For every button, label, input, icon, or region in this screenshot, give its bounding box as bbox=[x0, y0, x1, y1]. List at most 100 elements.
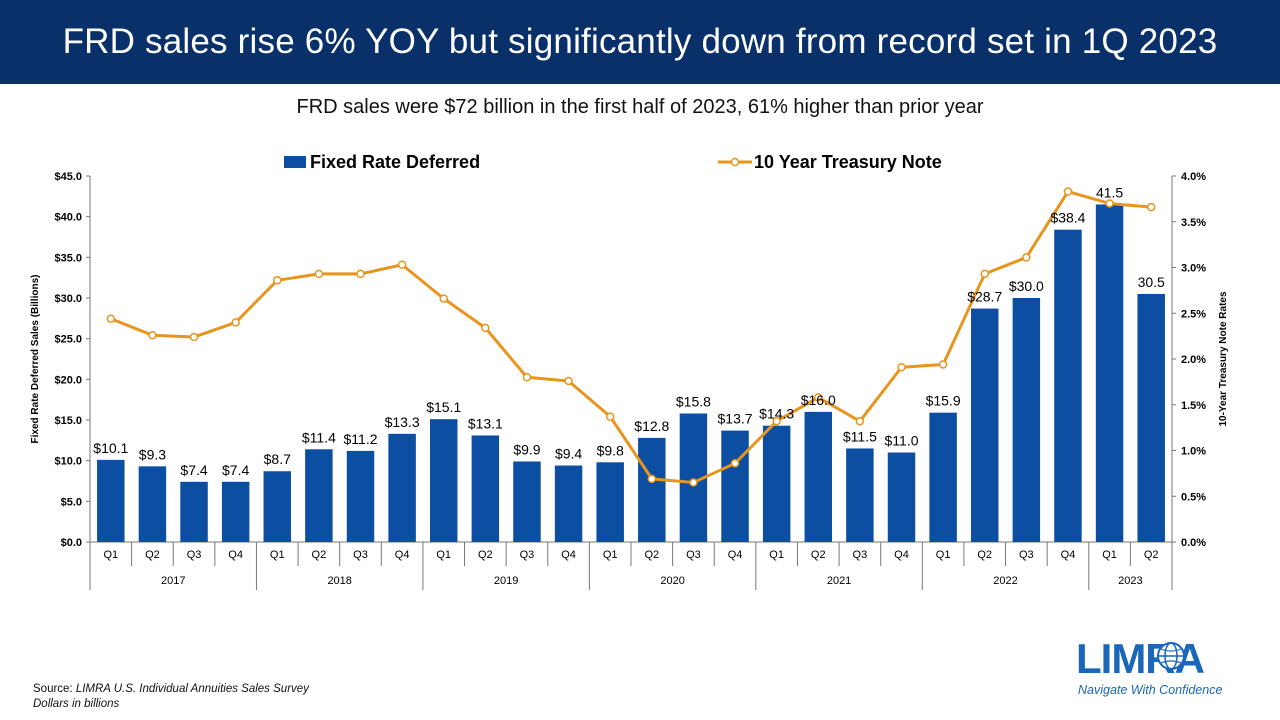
banner-title: FRD sales rise 6% YOY but significantly … bbox=[0, 0, 1280, 84]
bar-data-label: $16.0 bbox=[801, 392, 836, 408]
bar-data-label: $12.8 bbox=[634, 418, 669, 434]
bar bbox=[221, 481, 250, 542]
bar-data-label: $9.9 bbox=[513, 441, 540, 457]
bar-data-label: $38.4 bbox=[1050, 210, 1085, 226]
bar-data-label: $10.1 bbox=[93, 440, 128, 456]
treasury-point bbox=[897, 362, 906, 372]
legend-label-bar: Fixed Rate Deferred bbox=[310, 152, 480, 172]
treasury-point bbox=[481, 323, 490, 333]
x-quarter-label: Q4 bbox=[728, 549, 743, 561]
x-quarter-label: Q1 bbox=[270, 549, 285, 561]
y-tick-label: $10.0 bbox=[54, 456, 82, 468]
bar-data-label: $13.7 bbox=[718, 411, 753, 427]
bar bbox=[638, 437, 666, 542]
treasury-point bbox=[647, 474, 657, 484]
bar-data-label: $8.7 bbox=[264, 451, 291, 467]
bar bbox=[471, 435, 500, 542]
x-quarter-label: Q3 bbox=[1019, 549, 1034, 561]
treasury-point bbox=[1146, 202, 1156, 212]
x-quarter-label: Q1 bbox=[603, 549, 618, 561]
bar bbox=[1054, 229, 1082, 542]
treasury-point bbox=[397, 260, 407, 270]
legend-swatch-marker bbox=[730, 157, 740, 167]
y-tick-label: $20.0 bbox=[54, 374, 82, 386]
y-tick-label: $30.0 bbox=[54, 293, 82, 305]
x-quarter-label: Q4 bbox=[561, 549, 576, 561]
x-year-label: 2020 bbox=[660, 575, 684, 587]
y-tick-label: $45.0 bbox=[54, 171, 82, 183]
y2-tick-label: 1.5% bbox=[1181, 400, 1206, 412]
y-axis-title: Fixed Rate Deferred Sales (Billions) bbox=[30, 275, 41, 444]
bar bbox=[846, 448, 874, 542]
bar bbox=[429, 419, 458, 542]
x-year-label: 2017 bbox=[161, 575, 185, 587]
bar-data-label: $13.1 bbox=[468, 415, 503, 431]
x-quarter-label: Q2 bbox=[644, 549, 659, 561]
chart: $0.0 $5.0 $10.0 $15.0 $20.0 $25.0 $30.0 $35.0 $4… bbox=[30, 152, 1229, 590]
x-quarter-label: Q1 bbox=[1102, 549, 1117, 561]
y2-tick-label: 2.5% bbox=[1181, 308, 1206, 320]
x-quarter-label: Q2 bbox=[811, 549, 826, 561]
treasury-point bbox=[605, 412, 615, 421]
bar bbox=[97, 459, 125, 542]
x-quarter-label: Q4 bbox=[395, 549, 410, 561]
x-quarter-label: Q4 bbox=[1061, 549, 1076, 561]
x-year-label: 2018 bbox=[327, 575, 351, 587]
y2-tick-label: 4.0% bbox=[1181, 171, 1206, 183]
bar bbox=[554, 465, 583, 542]
x-quarter-label: Q1 bbox=[769, 549, 784, 561]
treasury-point bbox=[356, 269, 365, 279]
x-quarter-label: Q3 bbox=[686, 549, 701, 561]
treasury-point bbox=[564, 376, 573, 386]
bar-data-label: $15.8 bbox=[676, 393, 711, 409]
bar bbox=[180, 481, 208, 542]
bar-data-label: $9.3 bbox=[139, 446, 166, 462]
x-year-label: 2019 bbox=[494, 575, 518, 587]
bar-data-label: 30.5 bbox=[1138, 274, 1165, 290]
x-quarter-label: Q3 bbox=[353, 549, 368, 561]
y-tick-label: $40.0 bbox=[54, 212, 82, 224]
y2-axis-title: 10-Year Treasury Note Rates bbox=[1218, 291, 1229, 427]
x-quarter-label: Q2 bbox=[1144, 549, 1159, 561]
bar-data-label: $9.4 bbox=[555, 446, 582, 462]
chart-subtitle: FRD sales were $72 billion in the first … bbox=[296, 96, 984, 118]
y2-tick-label: 1.0% bbox=[1181, 446, 1206, 458]
bar bbox=[1012, 298, 1041, 542]
bar-data-label: $7.4 bbox=[180, 462, 207, 478]
bar bbox=[138, 466, 167, 542]
treasury-point bbox=[730, 459, 740, 468]
bar-data-label: $14.3 bbox=[759, 406, 794, 422]
treasury-point bbox=[814, 393, 823, 402]
treasury-point bbox=[772, 416, 781, 426]
treasury-point bbox=[189, 332, 199, 342]
x-quarter-label: Q1 bbox=[936, 549, 951, 561]
x-quarter-label: Q4 bbox=[228, 549, 243, 561]
x-year-label: 2021 bbox=[827, 575, 851, 587]
x-quarter-label: Q3 bbox=[853, 549, 868, 561]
x-quarter-label: Q3 bbox=[187, 549, 202, 561]
bar-data-label: $11.2 bbox=[344, 431, 378, 447]
y-tick-label: $25.0 bbox=[54, 334, 82, 346]
x-quarter-label: Q4 bbox=[894, 549, 909, 561]
source-note: Source: LIMRA U.S. Individual Annuities … bbox=[33, 682, 309, 712]
y2-tick-label: 0.0% bbox=[1181, 537, 1206, 549]
bar bbox=[804, 411, 833, 542]
treasury-line bbox=[110, 190, 1152, 485]
x-quarter-label: Q2 bbox=[145, 549, 160, 561]
bar bbox=[721, 430, 749, 542]
bar-data-label: $11.0 bbox=[885, 433, 919, 449]
bar-data-label: $28.7 bbox=[967, 289, 1002, 305]
treasury-point bbox=[980, 269, 989, 279]
bar-data-label: $15.9 bbox=[926, 393, 961, 409]
treasury-point bbox=[689, 478, 698, 487]
treasury-point bbox=[1063, 187, 1073, 196]
x-year-label: 2023 bbox=[1118, 575, 1142, 587]
treasury-point bbox=[273, 276, 282, 285]
treasury-point bbox=[938, 360, 948, 369]
x-quarter-label: Q3 bbox=[520, 549, 535, 561]
bar-data-label: $30.0 bbox=[1009, 278, 1044, 294]
bar-data-label: $13.3 bbox=[385, 414, 420, 430]
limra-logo: LIMRA Navigate With Confidence bbox=[1076, 637, 1236, 699]
treasury-point bbox=[522, 373, 532, 382]
y-tick-label: $5.0 bbox=[61, 496, 82, 508]
